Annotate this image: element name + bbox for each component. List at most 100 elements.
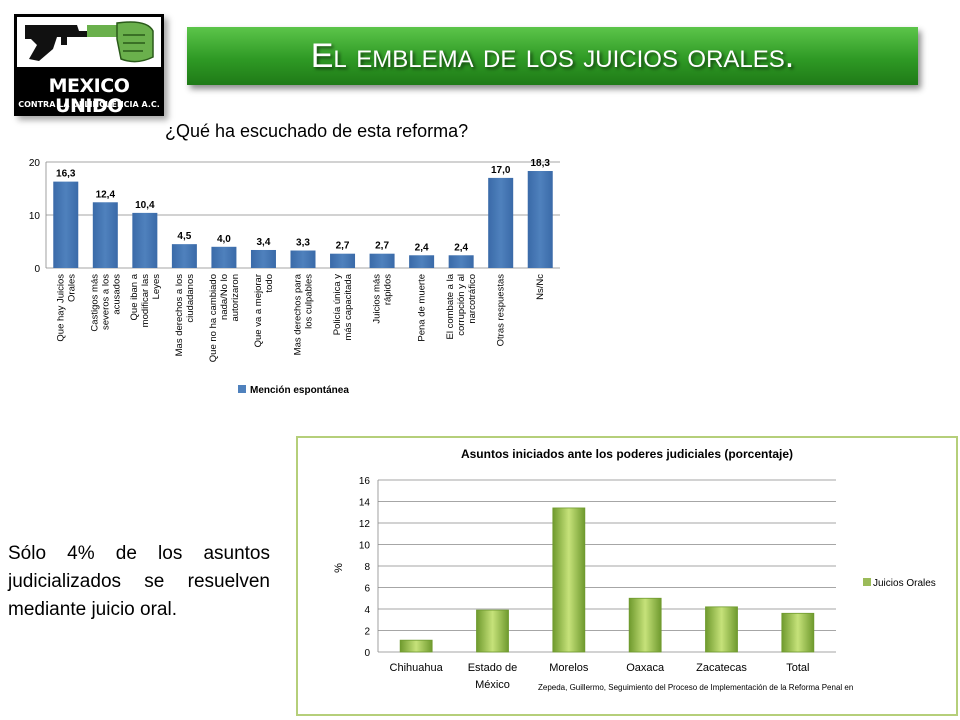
bar [211,246,237,268]
data-label: 2,4 [415,242,429,253]
bar [330,253,356,268]
data-label: 18,3 [530,158,550,169]
category-label: Estado de México [468,662,518,691]
y-tick-label: 10 [359,541,371,552]
data-label: 2,7 [375,241,389,252]
category-label: Mas derechos a losciudadanos [174,274,196,357]
data-label: 12,4 [96,189,116,200]
category-label: Que va a mejorartodo [253,274,275,347]
category-label-line: Oaxaca [626,662,665,674]
category-label: Que iban amodificar lasLeyes [129,273,162,327]
category-label: Total [786,662,809,674]
data-label: 16,3 [56,169,76,180]
chart-title: Asuntos iniciados ante los poderes judic… [461,447,793,461]
category-label: Castigos másseveros a losacusados [89,274,122,332]
category-label-line: Castigos más [89,274,100,332]
category-label-line: nada/No lo [219,274,230,320]
category-label-line: Que hay Juicios [55,274,66,342]
category-label-line: Orales [66,274,77,302]
bar [399,639,433,653]
y-tick-label: 10 [29,211,41,222]
data-label: 3,4 [257,237,271,248]
category-label-line: Juicios más [372,274,383,324]
logo-tagline: CONTRA LA DELINCUENCIA A.C. [18,100,160,109]
category-label-line: ciudadanos [185,274,196,323]
category-label-line: Que va a mejorar [253,274,264,347]
y-tick-label: 14 [359,498,371,509]
bar [409,255,435,268]
category-label: El combate a lacorrupción y alnarcotráfi… [445,273,478,339]
category-label-line: acusados [111,274,122,315]
title-banner: El emblema de los juicios orales. [187,27,918,85]
source-note: Zepeda, Guillermo, Seguimiento del Proce… [538,683,853,692]
category-label-line: más capacitada [343,273,354,340]
y-tick-label: 20 [29,158,41,169]
category-label-line: Mas derechos para [293,273,304,355]
bar [92,202,118,268]
legend-label: Mención espontánea [250,385,349,396]
category-label: Mas derechos paralos culpables [293,273,315,355]
summary-paragraph: Sólo 4% de los asuntos judicializados se… [8,543,270,620]
category-label-line: todo [264,274,275,293]
chart-mencion-espontanea: 0 10 20 16,3 Que hay JuiciosOrales 12,4 Castig… [29,158,560,396]
category-label-line: severos a los [100,274,111,330]
category-label-line: Ns/Nc [535,274,546,300]
bar [250,249,276,268]
category-label-line: México [475,679,510,691]
bar [552,507,586,653]
category-label-line: rápidos [383,274,394,305]
category-label: Oaxaca [626,662,665,674]
data-label: 2,4 [454,242,468,253]
bar [527,171,553,268]
category-label-line: autorizaron [230,274,241,322]
category-label-line: narcotráfico [467,274,478,324]
category-label-line: Que iban a [129,273,140,320]
bar [628,597,662,653]
logo-emblem [14,14,164,70]
bar [132,212,158,268]
category-label: Ns/Nc [535,274,546,300]
category-label-line: Morelos [549,662,589,674]
category-label-line: El combate a la [445,273,456,339]
category-label-line: Leyes [151,274,162,300]
bar [488,177,514,268]
data-label: 3,3 [296,238,310,249]
bar [53,181,79,268]
category-label-line: Zacatecas [696,662,747,674]
category-label-line: Que no ha cambiado [208,274,219,362]
bar [171,244,197,268]
legend-label: Juicios Orales [873,578,936,589]
category-label-line: Policía única y [332,274,343,336]
data-label: 4,5 [177,231,191,242]
bar [705,606,738,653]
category-label-line: corrupción y al [456,274,467,336]
category-label: Morelos [549,662,589,674]
y-tick-label: 4 [364,605,370,616]
category-label: Que no ha cambiadonada/No loautorizaron [208,274,241,362]
logo: MEXICO UNIDO CONTRA LA DELINCUENCIA A.C. [14,14,164,116]
bar [476,609,509,653]
category-label: Juicios másrápidos [372,274,394,324]
y-tick-label: 2 [364,627,370,638]
category-label: Otras respuestas [496,274,507,347]
category-label-line: Total [786,662,809,674]
chart-juicios-orales-panel: Asuntos iniciados ante los poderes judic… [296,436,958,716]
legend-swatch [863,578,871,586]
category-label: Policía única ymás capacitada [332,273,354,340]
bar [448,255,474,268]
logo-name: MEXICO UNIDO [48,75,130,117]
category-label-line: Estado de [468,662,518,674]
chart-question: ¿Qué ha escuchado de esta reforma? [165,121,469,141]
bar [290,250,316,268]
category-label: Zacatecas [696,662,747,674]
category-label: Pena de muerte [417,274,428,342]
category-label-line: modificar las [140,274,151,328]
bar [781,612,815,653]
chart-juicios-orales: Asuntos iniciados ante los poderes judic… [333,447,936,692]
y-tick-label: 0 [364,648,370,659]
data-label: 17,0 [491,165,511,176]
data-label: 4,0 [217,234,231,245]
y-tick-label: 8 [364,562,370,573]
y-tick-label: 0 [34,264,40,275]
category-label: Chihuahua [390,662,444,674]
